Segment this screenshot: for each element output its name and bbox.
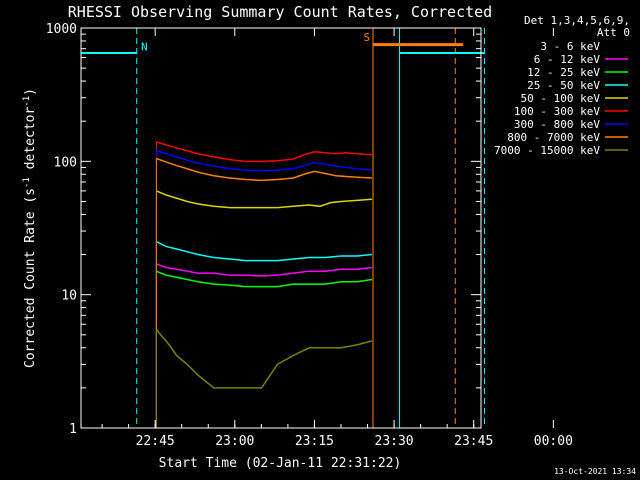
x-tick-label: 00:00 xyxy=(534,434,573,449)
series-line-1 xyxy=(155,303,373,331)
chart-title: RHESSI Observing Summary Count Rates, Co… xyxy=(68,3,492,21)
x-axis: 22:45 23:00 23:15 23:30 23:45 00:00 xyxy=(101,28,573,449)
annotation-label: N xyxy=(141,40,148,53)
y-axis-label: Corrected Count Rate (s-1 detector-1) xyxy=(22,88,38,368)
y-tick-label: 10 xyxy=(61,289,77,304)
legend-entry-label: 25 - 50 keV xyxy=(527,79,600,92)
legend-entry-label: 50 - 100 keV xyxy=(521,92,601,105)
legend-entry-label: 300 - 800 keV xyxy=(514,118,600,131)
series-line-6 xyxy=(156,141,372,163)
y-tick-label: 1000 xyxy=(46,22,77,37)
series-line-3 xyxy=(156,270,373,288)
legend-header: Att 0 xyxy=(597,26,630,39)
x-tick-label: 23:45 xyxy=(454,434,493,449)
legend-entry-label: 3 - 6 keV xyxy=(540,40,600,53)
series-line-2 xyxy=(156,263,373,277)
x-tick-label: 22:45 xyxy=(136,434,175,449)
y-axis: 1 10 100 1000 xyxy=(46,22,481,437)
x-tick-label: 23:30 xyxy=(375,434,414,449)
legend-entry-label: 7000 - 15000 keV xyxy=(494,144,600,157)
legend-header: Det 1,3,4,5,6,9, xyxy=(524,14,630,27)
y-tick-label: 100 xyxy=(54,155,77,170)
series-line-5 xyxy=(156,190,372,209)
legend-entry-label: 6 - 12 keV xyxy=(534,53,601,66)
plot-frame xyxy=(80,27,482,429)
series-line-9 xyxy=(155,328,373,389)
y-tick-label: 1 xyxy=(69,422,77,437)
series-line-8 xyxy=(156,157,372,182)
x-tick-label: 23:00 xyxy=(215,434,254,449)
legend-entry-label: 800 - 7000 keV xyxy=(507,131,600,144)
series-line-7 xyxy=(156,150,373,172)
legend-entry-label: 12 - 25 keV xyxy=(527,66,600,79)
legend-entry-label: 100 - 300 keV xyxy=(514,105,600,118)
annotation-group: NS xyxy=(141,31,370,53)
footer-date: 13-Oct-2021 13:34 xyxy=(554,467,636,476)
x-axis-label: Start Time (02-Jan-11 22:31:22) xyxy=(159,456,402,471)
x-tick-label: 23:15 xyxy=(295,434,334,449)
series-group xyxy=(155,43,464,428)
y-axis-label-text: Corrected Count Rate (s-1 detector-1) xyxy=(22,88,38,368)
series-line-4 xyxy=(156,240,373,262)
annotation-label: S xyxy=(363,31,370,44)
